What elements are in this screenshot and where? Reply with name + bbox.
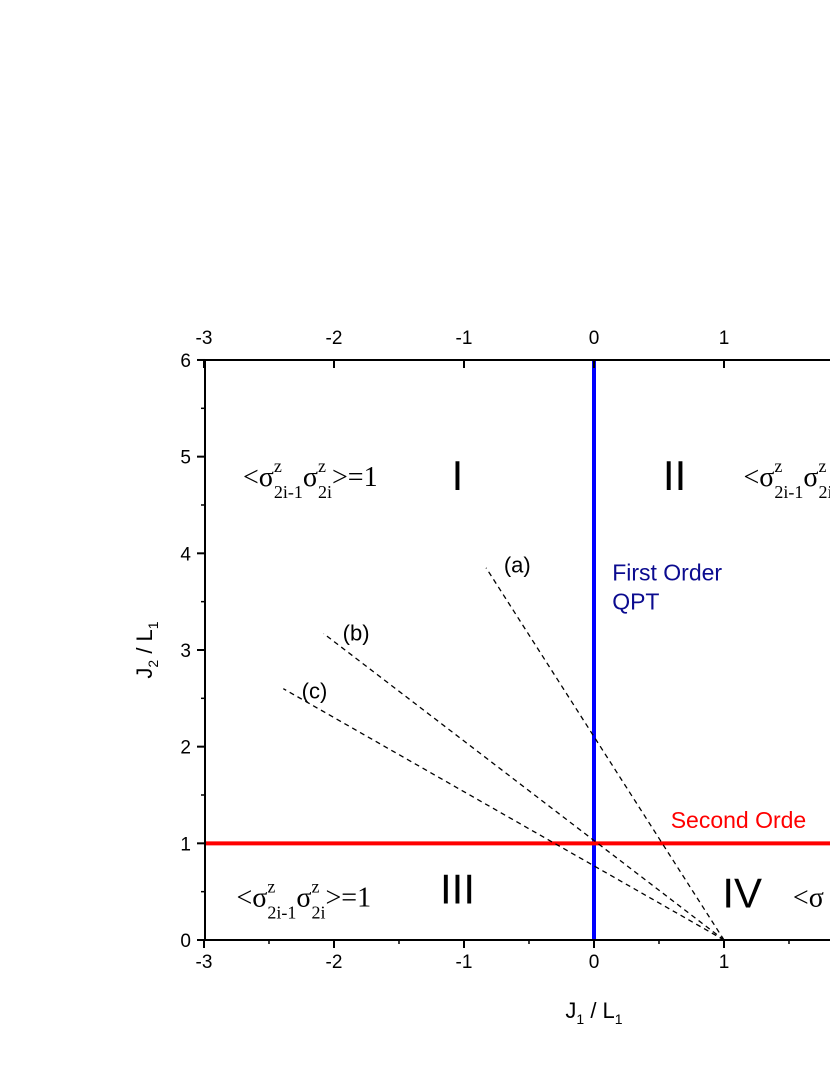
axes: [197, 358, 830, 948]
region-label-1: II: [663, 452, 686, 499]
y-tick-label-6: 6: [180, 351, 191, 372]
series-line-3: [323, 633, 725, 941]
y-tick-label-1: 1: [180, 834, 191, 855]
correlator-label-3: <σ: [793, 882, 824, 913]
x-tick-label-top-1: -2: [326, 328, 343, 349]
case-label-0: (a): [504, 553, 531, 578]
y-tick-label-0: 0: [180, 931, 191, 952]
case-label-1: (b): [343, 620, 370, 645]
x-tick-label-top-2: -1: [456, 328, 473, 349]
y-tick-label-5: 5: [180, 448, 191, 469]
correlator-label-2: <σz 2i-1σz 2i>=1: [237, 876, 372, 922]
second-order-label: Second Orde: [671, 807, 807, 833]
region-label-3: IV: [722, 870, 762, 917]
x-tick-label-bottom-3: 0: [589, 952, 600, 973]
x-axis-label: J1 / L1: [565, 998, 622, 1027]
series-line-4: [282, 688, 725, 941]
case-label-2: (c): [302, 678, 328, 703]
correlator-label-0: <σz 2i-1σz 2i>=1: [243, 456, 378, 502]
x-tick-label-top-0: -3: [196, 328, 213, 349]
series-lines: [204, 359, 830, 941]
series-line-2: [485, 567, 725, 941]
tick-labels: -3 -3 -2 -2 -1 -1 0 0 1 1 0 1 2 3 4 5 6: [180, 328, 729, 973]
region-label-2: III: [440, 866, 475, 913]
y-tick-label-2: 2: [180, 738, 191, 759]
x-tick-label-bottom-0: -3: [196, 952, 213, 973]
region-label-0: I: [452, 452, 464, 499]
y-axis-label: J2 / L1: [132, 621, 161, 678]
x-tick-label-bottom-4: 1: [719, 952, 730, 973]
first-order-label: First Order: [612, 559, 722, 585]
x-tick-label-bottom-2: -1: [456, 952, 473, 973]
x-tick-label-top-3: 0: [589, 328, 600, 349]
qpt-label: QPT: [612, 588, 659, 614]
correlator-label-1: <σz 2i-1σz 2i: [744, 456, 830, 502]
y-tick-label-4: 4: [180, 544, 191, 565]
y-tick-label-3: 3: [180, 641, 191, 662]
x-tick-label-top-4: 1: [719, 328, 730, 349]
x-tick-label-bottom-1: -2: [326, 952, 343, 973]
